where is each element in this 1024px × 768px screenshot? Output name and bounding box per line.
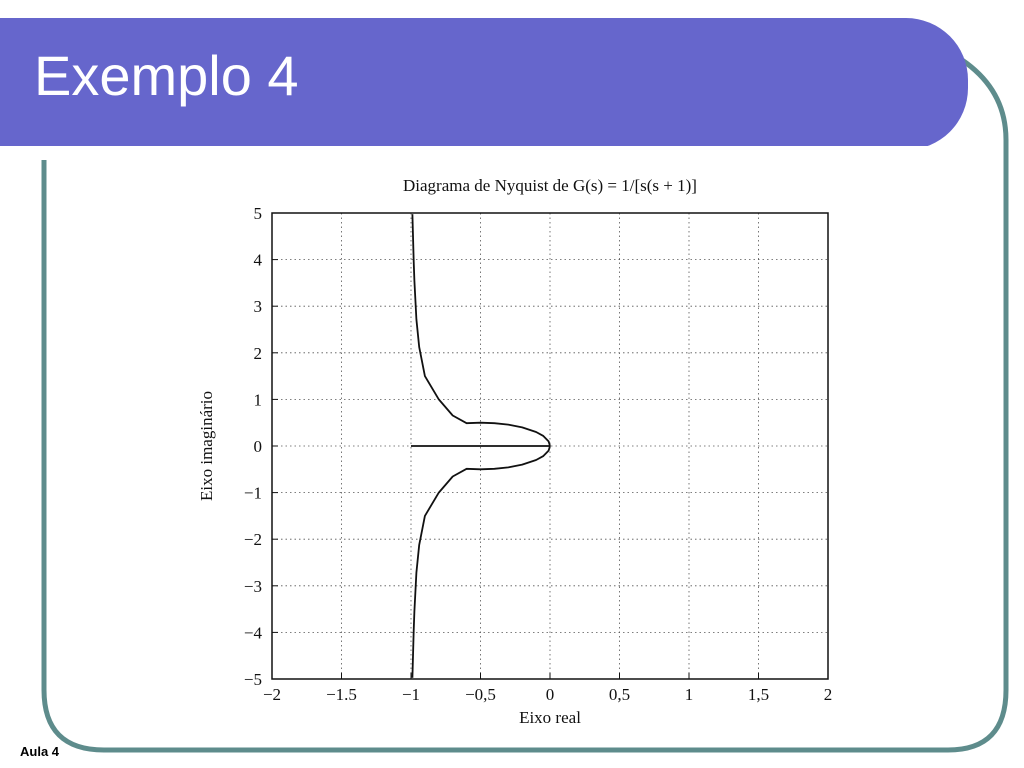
x-axis-label: Eixo real [519, 708, 581, 727]
x-tick-label: 0,5 [609, 685, 630, 704]
y-tick-label: 0 [254, 437, 263, 456]
y-axis-label: Eixo imaginário [197, 391, 216, 501]
y-tick-label: −1 [244, 484, 262, 503]
chart-title: Diagrama de Nyquist de G(s) = 1/[s(s + 1… [403, 176, 697, 195]
y-tick-label: 1 [254, 390, 263, 409]
x-tick-label: −1.5 [326, 685, 357, 704]
y-tick-label: −2 [244, 530, 262, 549]
x-tick-label: 1 [685, 685, 694, 704]
footer-label: Aula 4 [20, 744, 60, 759]
x-tick-label: 0 [546, 685, 555, 704]
title-bar [0, 18, 968, 150]
y-tick-label: 3 [254, 297, 263, 316]
y-tick-label: 2 [254, 344, 263, 363]
slide-title: Exemplo 4 [34, 44, 299, 107]
nyquist-curve [411, 445, 551, 678]
plot-frame [271, 212, 829, 680]
y-tick-label: −4 [244, 623, 263, 642]
y-tick-label: −5 [244, 670, 262, 689]
y-tick-label: 4 [254, 251, 263, 270]
nyquist-chart: −2 −1.5 −1 −0,5 0 0,5 1 1,5 2 5 4 3 2 1 0 −1 −2 −3 −4 −5 Di… [197, 176, 832, 727]
title-underline [0, 146, 942, 151]
y-tick-label: −3 [244, 577, 262, 596]
grid [271, 212, 829, 680]
x-tick-label: −2 [263, 685, 281, 704]
nyquist-curve [411, 214, 551, 447]
x-tick-label: 1,5 [748, 685, 769, 704]
y-tick-label: 5 [254, 204, 263, 223]
series-layer [411, 214, 551, 678]
tick-labels: −2 −1.5 −1 −0,5 0 0,5 1 1,5 2 5 4 3 2 1 0 −1 −2 −3 −4 −5 [244, 204, 832, 704]
x-tick-label: 2 [824, 685, 833, 704]
x-tick-label: −0,5 [465, 685, 496, 704]
x-tick-label: −1 [402, 685, 420, 704]
